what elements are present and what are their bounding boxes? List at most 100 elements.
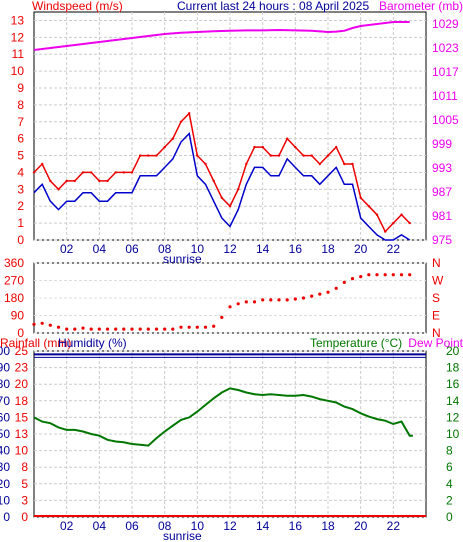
direction-point [293, 297, 297, 301]
hour-tick-label: 02 [60, 242, 74, 256]
temperature-tick-label: 12 [446, 410, 460, 424]
humidity-tick-label: 40 [0, 444, 10, 458]
hour-tick-label: 10 [191, 242, 205, 256]
windspeed-tick-label: 10 [11, 64, 25, 78]
temperature-tick-label: 2 [446, 493, 453, 507]
direction-point [220, 315, 224, 319]
direction-point [342, 280, 346, 284]
humidity-tick-label: 100 [0, 344, 10, 358]
direction-point [146, 327, 150, 331]
hour-tick-label: 08 [158, 242, 172, 256]
humidity-tick-label: 60 [0, 410, 10, 424]
windspeed-tick-label: 1 [17, 216, 24, 230]
windspeed-point [245, 162, 248, 166]
windspeed-point [65, 179, 68, 183]
windspeed-point [261, 145, 264, 149]
windspeed-point [139, 154, 142, 157]
windspeed-point [155, 154, 158, 157]
temperature-tick-label: 14 [446, 394, 460, 408]
windspeed-point [286, 137, 289, 140]
direction-compass-label: S [432, 291, 440, 305]
windspeed-tick-label: 9 [17, 81, 24, 95]
humidity-tick-label: 10 [0, 493, 10, 507]
direction-deg-tick-label: 90 [11, 309, 25, 323]
rainfall-tick-label: 8 [21, 460, 28, 474]
hour-tick-label-bottom: 06 [125, 519, 139, 533]
barometer-series-line [33, 21, 410, 51]
direction-point [383, 273, 387, 277]
direction-point [359, 275, 363, 279]
windspeed-point [400, 213, 403, 216]
direction-point [81, 326, 85, 330]
barometer-tick-label: 975 [432, 233, 452, 247]
windspeed-point [318, 162, 321, 166]
series-layer [32, 21, 426, 517]
barometer-tick-label: 1029 [432, 17, 459, 31]
barometer-tick-label: 987 [432, 185, 452, 199]
windspeed-point [392, 221, 395, 225]
rainfall-tick-label: 15 [15, 410, 29, 424]
windspeed-tick-label: 2 [17, 199, 24, 213]
direction-compass-label: N [432, 326, 441, 340]
temperature-tick-label: 16 [446, 377, 460, 391]
direction-point [399, 273, 404, 277]
barometer-tick-label: 1023 [432, 41, 459, 55]
direction-point [154, 327, 159, 331]
direction-point [285, 298, 289, 302]
direction-point [228, 305, 232, 309]
windspeed-point [253, 145, 256, 149]
windspeed-point [277, 154, 281, 157]
windspeed-point [81, 171, 85, 174]
rainfall-tick-label: 23 [15, 361, 29, 375]
windspeed-tick-label: 13 [11, 13, 25, 27]
windspeed-point [302, 154, 305, 157]
hour-tick-label: 04 [93, 242, 107, 256]
barometer-tick-label: 1005 [432, 113, 459, 127]
direction-deg-tick-label: 0 [17, 326, 24, 340]
direction-point [32, 322, 36, 326]
direction-point [375, 273, 379, 277]
direction-point [114, 327, 118, 331]
hour-tick-label-bottom: 12 [223, 519, 237, 533]
barometer-tick-label: 993 [432, 161, 452, 175]
humidity-tick-label: 20 [0, 477, 10, 491]
hour-tick-label: 22 [387, 242, 401, 256]
temperature-tick-label: 8 [446, 444, 453, 458]
windspeed-tick-label: 6 [17, 132, 24, 146]
humidity-tick-label: 90 [0, 361, 10, 375]
temperature-tick-label: 0 [446, 510, 453, 524]
direction-point [252, 300, 257, 304]
rainfall-tick-label: 10 [15, 444, 29, 458]
rainfall-tick-label: 25 [15, 344, 29, 358]
temperature-tick-label: 6 [446, 460, 453, 474]
rainfall-tick-label: 20 [15, 377, 29, 391]
windspeed-point [367, 205, 370, 208]
direction-point [65, 327, 69, 331]
windspeed-point [41, 162, 44, 166]
hour-tick-label-bottom: 20 [354, 519, 368, 533]
direction-point [269, 298, 273, 302]
windspeed-tick-label: 11 [12, 47, 25, 61]
direction-point [244, 300, 248, 304]
direction-point [97, 327, 101, 331]
windspeed-point [98, 179, 101, 183]
windspeed-axis-label: Windspeed (m/s) [32, 0, 123, 13]
direction-point [261, 298, 265, 302]
windspeed-tick-label: 0 [17, 233, 24, 247]
rainfall-tick-label: 3 [21, 493, 28, 507]
windspeed-point [179, 120, 183, 124]
hour-tick-label: 06 [125, 242, 139, 256]
direction-point [40, 321, 44, 325]
windspeed-point [122, 171, 126, 174]
hour-tick-label-bottom: 14 [256, 519, 270, 533]
windspeed-point [204, 162, 207, 166]
windspeed-point [220, 196, 223, 199]
direction-point [318, 292, 322, 296]
direction-point [105, 327, 110, 331]
windspeed-point [228, 205, 232, 208]
windspeed-point [114, 171, 117, 174]
windspeed-point [32, 171, 36, 174]
windspeed-tick-label: 7 [17, 115, 24, 129]
windspeed-point [57, 188, 60, 191]
